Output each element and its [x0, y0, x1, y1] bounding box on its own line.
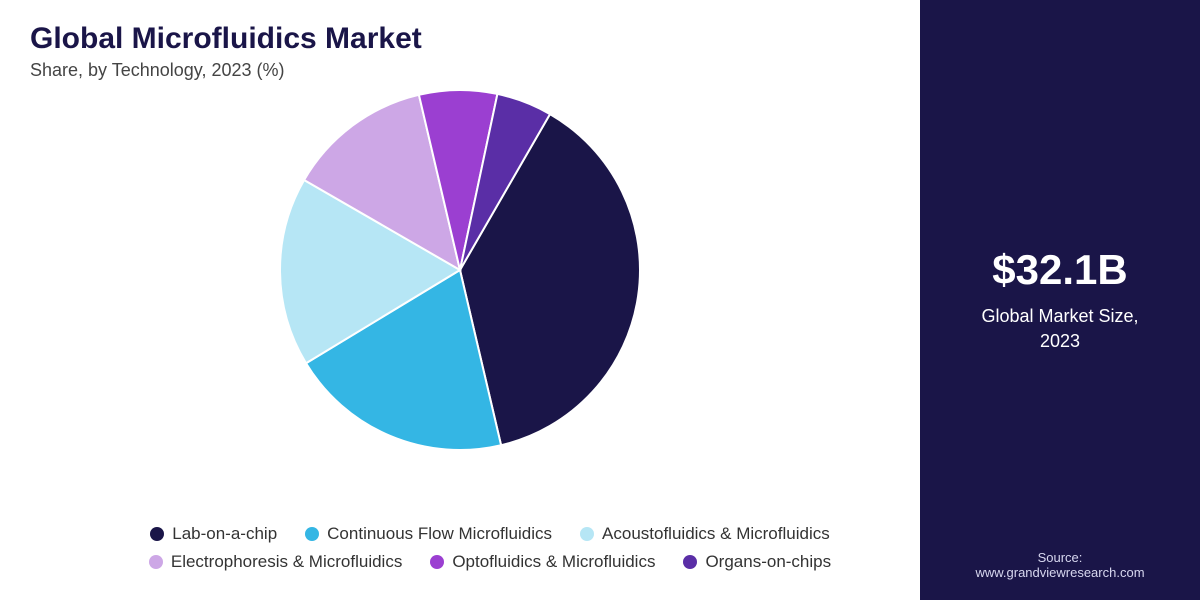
legend-label: Optofluidics & Microfluidics [452, 552, 655, 572]
legend-item: Acoustofluidics & Microfluidics [580, 524, 830, 544]
legend-label: Organs-on-chips [705, 552, 831, 572]
legend-swatch-icon [150, 527, 164, 541]
legend: Lab-on-a-chip Continuous Flow Microfluidi… [80, 524, 900, 572]
metric-label-line2: 2023 [1040, 331, 1080, 351]
legend-label: Electrophoresis & Microfluidics [171, 552, 402, 572]
metric-label: Global Market Size, 2023 [981, 304, 1138, 354]
source-url: www.grandviewresearch.com [920, 565, 1200, 580]
metric-value: $32.1B [992, 246, 1127, 294]
metric-panel: $32.1B Global Market Size, 2023 Source: … [920, 0, 1200, 600]
page-subtitle: Share, by Technology, 2023 (%) [30, 60, 422, 81]
legend-swatch-icon [580, 527, 594, 541]
legend-swatch-icon [683, 555, 697, 569]
legend-item: Optofluidics & Microfluidics [430, 552, 655, 572]
source-block: Source: www.grandviewresearch.com [920, 550, 1200, 580]
legend-item: Lab-on-a-chip [150, 524, 277, 544]
pie-chart [270, 80, 650, 460]
legend-item: Continuous Flow Microfluidics [305, 524, 552, 544]
legend-label: Continuous Flow Microfluidics [327, 524, 552, 544]
legend-swatch-icon [430, 555, 444, 569]
legend-swatch-icon [149, 555, 163, 569]
legend-item: Electrophoresis & Microfluidics [149, 552, 402, 572]
legend-item: Organs-on-chips [683, 552, 831, 572]
legend-label: Acoustofluidics & Microfluidics [602, 524, 830, 544]
source-label: Source: [920, 550, 1200, 565]
header: Global Microfluidics Market Share, by Te… [30, 22, 422, 81]
legend-swatch-icon [305, 527, 319, 541]
metric-label-line1: Global Market Size, [981, 306, 1138, 326]
legend-label: Lab-on-a-chip [172, 524, 277, 544]
page-title: Global Microfluidics Market [30, 22, 422, 56]
